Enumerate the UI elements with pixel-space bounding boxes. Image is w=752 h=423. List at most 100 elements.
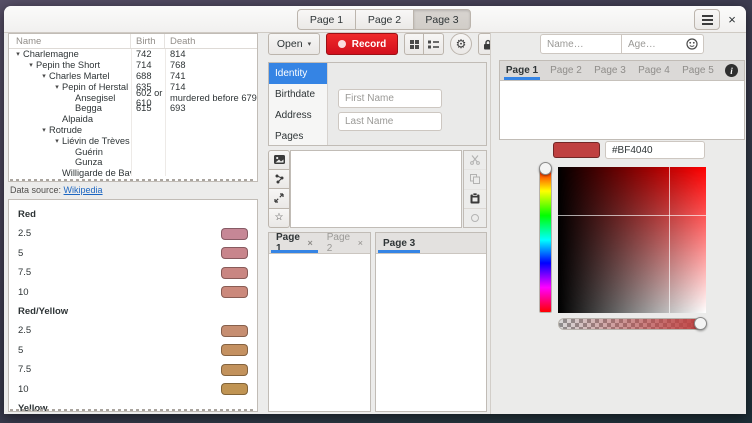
list-item[interactable]: 10 (9, 283, 257, 303)
paste-button[interactable] (464, 190, 486, 209)
color-swatch (221, 227, 248, 240)
emoji-icon[interactable] (686, 38, 698, 50)
tab-page-1[interactable]: Page 1 (500, 61, 544, 80)
favorite-button[interactable]: ☆ (268, 208, 290, 228)
list-item[interactable]: 7.5 (9, 360, 257, 380)
list-item[interactable]: 2.5 (9, 321, 257, 341)
open-menubutton[interactable]: Open ▾ (268, 33, 320, 55)
tree-row[interactable]: ▾ Liévin de Trèves (9, 135, 257, 146)
cell-name: Pepin of Herstal (62, 81, 129, 92)
cell-birth: 714 (136, 60, 152, 71)
cell-name: Guérin (75, 146, 103, 157)
tab-page-2[interactable]: Page 2 (550, 65, 582, 76)
header-tab-page3[interactable]: Page 3 (413, 9, 471, 30)
alpha-slider[interactable] (558, 317, 707, 330)
tab-page-5[interactable]: Page 5 (682, 65, 714, 76)
zoom-fit-icon (274, 193, 284, 203)
cell-name: Ansegisel (75, 92, 116, 103)
notebook-right: Page 3 (375, 232, 487, 412)
tree-row[interactable]: Willigarde de Bavière (9, 168, 257, 179)
expander-icon[interactable]: ▾ (55, 137, 59, 145)
cell-name: Rotrude (49, 124, 83, 135)
tab-close-icon[interactable]: × (307, 238, 313, 248)
tree-row[interactable]: Ansegisel 602 or 610 murdered before 679 (9, 88, 257, 108)
tree-row[interactable]: Begga 615 693 (9, 103, 257, 114)
header-tab-page1[interactable]: Page 1 (297, 9, 355, 30)
cell-death: 714 (170, 81, 186, 92)
last-name-field[interactable] (338, 112, 442, 131)
cell-birth: 615 (136, 103, 152, 114)
cut-icon (470, 155, 480, 166)
list-item[interactable]: 7.5 (9, 263, 257, 283)
age-field[interactable] (621, 34, 704, 54)
sidebar-item-address[interactable]: Address (275, 110, 312, 121)
insert-image-button[interactable] (268, 150, 290, 170)
cell-name: Charles Martel (49, 70, 110, 81)
app-window: Page 1 Page 2 Page 3 × Name Birth Death … (4, 6, 746, 414)
hex-color-field[interactable] (605, 141, 705, 159)
list-item[interactable]: 5 (9, 244, 257, 264)
text-editor-area: ☆ (268, 150, 487, 228)
list-view-toggle[interactable] (424, 33, 444, 55)
tree-row[interactable]: Guérin (9, 146, 257, 157)
saturation-value-plane[interactable] (558, 167, 706, 313)
menu-button[interactable] (694, 9, 720, 30)
genealogy-treeview: Name Birth Death ▾ Charlemagne 742 814 ▾ P… (8, 33, 258, 182)
expander-icon[interactable]: ▾ (42, 72, 46, 80)
column-header-name[interactable]: Name (9, 34, 131, 48)
tab-close-icon[interactable]: × (357, 238, 363, 248)
color-swatch (221, 383, 248, 396)
current-color-swatch[interactable] (553, 142, 600, 158)
tree-row[interactable]: Gunza (9, 157, 257, 168)
dropdown-arrow-icon: ▾ (307, 41, 312, 48)
column-header-birth[interactable]: Birth (131, 34, 165, 48)
hue-slider[interactable] (539, 162, 552, 313)
header-tab-page2[interactable]: Page 2 (355, 9, 413, 30)
list-item[interactable]: 5 (9, 341, 257, 361)
editor-left-toolbar: ☆ (268, 150, 290, 228)
tab-page3[interactable]: Page 3 (376, 233, 422, 253)
cell-birth: 688 (136, 70, 152, 81)
cell-death: 814 (170, 49, 186, 60)
info-icon[interactable]: i (725, 64, 738, 77)
tree-header-row: Name Birth Death (9, 34, 257, 49)
sidebar-item-birthdate[interactable]: Birthdate (275, 89, 316, 100)
window-close-button[interactable]: × (722, 9, 742, 30)
tree-row[interactable]: ▾ Charles Martel 688 741 (9, 71, 257, 82)
expander-icon[interactable]: ▾ (55, 83, 59, 91)
list-item[interactable]: 2.5 (9, 224, 257, 244)
tab-page2[interactable]: Page 2 × (326, 232, 363, 254)
main-toolbar: Open ▾ Record ⚙ Lock (268, 33, 526, 55)
text-view[interactable] (290, 150, 462, 228)
tree-row[interactable]: ▾ Pepin of Herstal 635 714 (9, 81, 257, 92)
list-section-header: Red (18, 209, 36, 220)
close-icon: × (728, 12, 736, 27)
list-item[interactable]: 10 (9, 380, 257, 400)
sidebar-item-identity[interactable]: Identity (269, 63, 327, 84)
wikipedia-link[interactable]: Wikipedia (63, 185, 103, 195)
tree-row[interactable]: Alpaida (9, 114, 257, 125)
color-swatch (221, 286, 248, 299)
tree-row[interactable]: ▾ Charlemagne 742 814 (9, 49, 257, 60)
sidebar-item-pages[interactable]: Pages (275, 131, 304, 142)
expander-icon[interactable]: ▾ (29, 62, 33, 70)
tab-page-4[interactable]: Page 4 (638, 65, 670, 76)
tree-row[interactable]: ▾ Pepin the Short 714 768 (9, 60, 257, 71)
insert-object-button[interactable] (268, 169, 290, 189)
tab-page1[interactable]: Page 1 × (269, 232, 320, 254)
alpha-slider-handle[interactable] (694, 317, 707, 330)
name-field[interactable] (540, 34, 622, 54)
record-button[interactable]: Record (326, 33, 398, 55)
tab-page-3[interactable]: Page 3 (594, 65, 626, 76)
expander-icon[interactable]: ▾ (42, 126, 46, 134)
settings-button[interactable]: ⚙ (450, 33, 472, 55)
grid-view-toggle[interactable] (404, 33, 424, 55)
hue-slider-handle[interactable] (539, 162, 552, 175)
tree-row[interactable]: ▾ Rotrude (9, 125, 257, 136)
headerbar: Page 1 Page 2 Page 3 × (4, 6, 746, 33)
expander-icon[interactable]: ▾ (16, 51, 20, 59)
zoom-fit-button[interactable] (268, 189, 290, 209)
column-header-death[interactable]: Death (170, 35, 196, 47)
first-name-field[interactable] (338, 89, 442, 108)
insert-object-icon (275, 174, 283, 184)
